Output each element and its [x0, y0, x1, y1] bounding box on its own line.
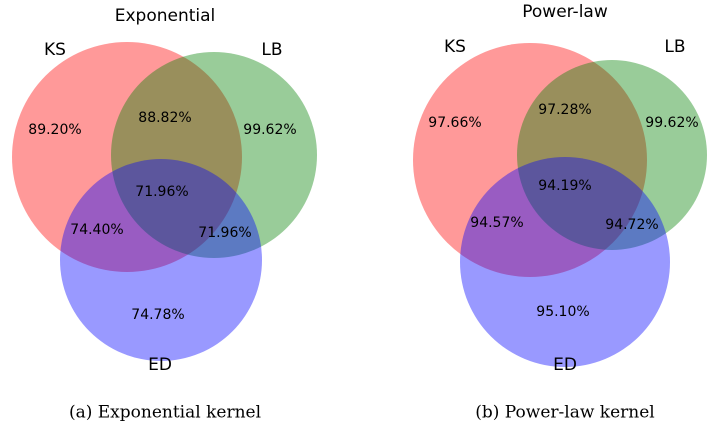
venn-circle — [111, 52, 317, 258]
region-label: 95.10% — [536, 304, 589, 320]
region-label: 99.62% — [645, 115, 698, 131]
venn-circle — [413, 43, 647, 277]
region-label: 94.19% — [538, 178, 591, 194]
set-label: LB — [664, 37, 685, 57]
region-label: 74.78% — [131, 307, 184, 323]
set-label: KS — [444, 37, 466, 57]
set-label: ED — [148, 355, 172, 375]
venn-circle — [517, 60, 707, 250]
venn-circle — [60, 159, 262, 361]
panel-title: Power-law — [522, 2, 608, 22]
region-label: 89.20% — [28, 122, 81, 138]
region-label: 88.82% — [138, 110, 191, 126]
panel-title: Exponential — [115, 6, 216, 26]
region-label: 97.66% — [428, 115, 481, 131]
venn-circle — [460, 157, 670, 367]
region-label: 74.40% — [70, 222, 123, 238]
region-label: 99.62% — [243, 122, 296, 138]
region-label: 94.57% — [470, 215, 523, 231]
caption: (a) Exponential kernel — [69, 403, 261, 423]
set-label: ED — [553, 355, 577, 375]
venn-circle — [12, 42, 242, 272]
caption: (b) Power-law kernel — [475, 403, 654, 423]
set-label: LB — [261, 40, 282, 60]
region-label: 71.96% — [135, 184, 188, 200]
region-label: 97.28% — [538, 102, 591, 118]
region-label: 71.96% — [198, 225, 251, 241]
set-label: KS — [44, 40, 66, 60]
region-label: 94.72% — [605, 217, 658, 233]
